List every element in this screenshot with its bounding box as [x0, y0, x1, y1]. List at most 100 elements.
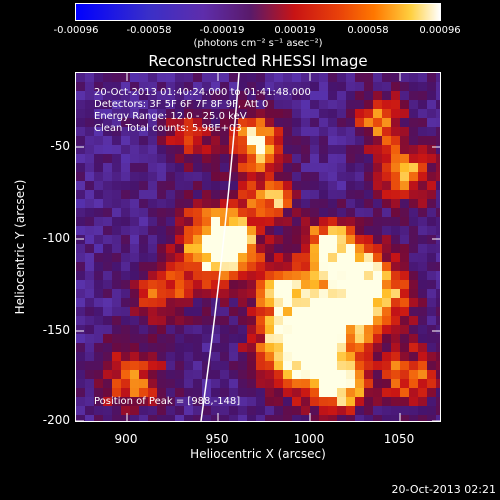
image-pixel: [283, 199, 292, 208]
image-pixel: [364, 253, 373, 262]
image-pixel: [427, 307, 436, 316]
image-pixel: [265, 253, 274, 262]
image-pixel: [238, 343, 247, 352]
image-pixel: [409, 163, 418, 172]
image-pixel: [130, 379, 139, 388]
image-pixel: [193, 100, 202, 109]
image-pixel: [103, 307, 112, 316]
image-pixel: [166, 91, 175, 100]
image-pixel: [121, 235, 130, 244]
image-pixel: [139, 361, 148, 370]
image-pixel: [121, 406, 130, 415]
image-pixel: [193, 352, 202, 361]
image-pixel: [103, 154, 112, 163]
image-pixel: [274, 226, 283, 235]
info-peak-position: Position of Peak = [988,-148]: [94, 396, 241, 407]
info-clean-counts: Clean Total counts: 5.98E+03: [94, 123, 242, 134]
image-pixel: [166, 253, 175, 262]
image-pixel: [355, 136, 364, 145]
image-pixel: [247, 235, 256, 244]
image-pixel: [130, 127, 139, 136]
image-pixel: [400, 352, 409, 361]
image-pixel: [427, 109, 436, 118]
image-pixel: [346, 370, 355, 379]
image-pixel: [247, 262, 256, 271]
image-pixel: [94, 415, 103, 421]
image-pixel: [139, 82, 148, 91]
image-pixel: [355, 109, 364, 118]
image-pixel: [130, 190, 139, 199]
image-pixel: [121, 118, 130, 127]
image-pixel: [103, 289, 112, 298]
image-pixel: [337, 118, 346, 127]
image-pixel: [319, 343, 328, 352]
image-pixel: [121, 352, 130, 361]
image-pixel: [193, 370, 202, 379]
image-pixel: [400, 244, 409, 253]
image-pixel: [274, 280, 283, 289]
image-pixel: [382, 379, 391, 388]
image-pixel: [211, 379, 220, 388]
image-pixel: [175, 343, 184, 352]
image-pixel: [103, 172, 112, 181]
image-pixel: [103, 352, 112, 361]
image-pixel: [130, 199, 139, 208]
image-pixel: [103, 145, 112, 154]
image-pixel: [337, 73, 346, 82]
image-pixel: [364, 262, 373, 271]
image-pixel: [166, 154, 175, 163]
image-pixel: [418, 235, 427, 244]
image-pixel: [85, 280, 94, 289]
image-pixel: [373, 235, 382, 244]
image-pixel: [301, 406, 310, 415]
image-pixel: [229, 163, 238, 172]
image-pixel: [409, 73, 418, 82]
image-pixel: [211, 136, 220, 145]
image-pixel: [283, 154, 292, 163]
image-pixel: [283, 361, 292, 370]
image-pixel: [247, 388, 256, 397]
image-pixel: [283, 100, 292, 109]
image-pixel: [373, 208, 382, 217]
image-pixel: [220, 127, 229, 136]
image-pixel: [319, 208, 328, 217]
image-pixel: [391, 100, 400, 109]
image-pixel: [427, 352, 436, 361]
image-pixel: [184, 91, 193, 100]
image-pixel: [418, 127, 427, 136]
image-pixel: [193, 217, 202, 226]
image-pixel: [382, 172, 391, 181]
image-pixel: [427, 208, 436, 217]
image-pixel: [265, 82, 274, 91]
image-pixel: [139, 100, 148, 109]
image-pixel: [238, 199, 247, 208]
image-pixel: [346, 307, 355, 316]
image-pixel: [211, 163, 220, 172]
image-pixel: [355, 145, 364, 154]
image-pixel: [337, 379, 346, 388]
image-pixel: [265, 100, 274, 109]
image-pixel: [202, 271, 211, 280]
image-pixel: [157, 154, 166, 163]
image-pixel: [427, 298, 436, 307]
image-pixel: [166, 379, 175, 388]
image-pixel: [274, 343, 283, 352]
image-pixel: [382, 82, 391, 91]
image-pixel: [328, 136, 337, 145]
image-pixel: [130, 388, 139, 397]
image-pixel: [346, 361, 355, 370]
image-pixel: [76, 136, 85, 145]
image-pixel: [247, 172, 256, 181]
image-pixel: [391, 343, 400, 352]
image-pixel: [229, 379, 238, 388]
image-pixel: [148, 325, 157, 334]
image-pixel: [292, 73, 301, 82]
image-pixel: [121, 73, 130, 82]
image-pixel: [364, 190, 373, 199]
image-pixel: [400, 73, 409, 82]
image-pixel: [391, 82, 400, 91]
image-pixel: [328, 325, 337, 334]
image-pixel: [112, 271, 121, 280]
image-pixel: [409, 217, 418, 226]
image-pixel: [436, 208, 440, 217]
